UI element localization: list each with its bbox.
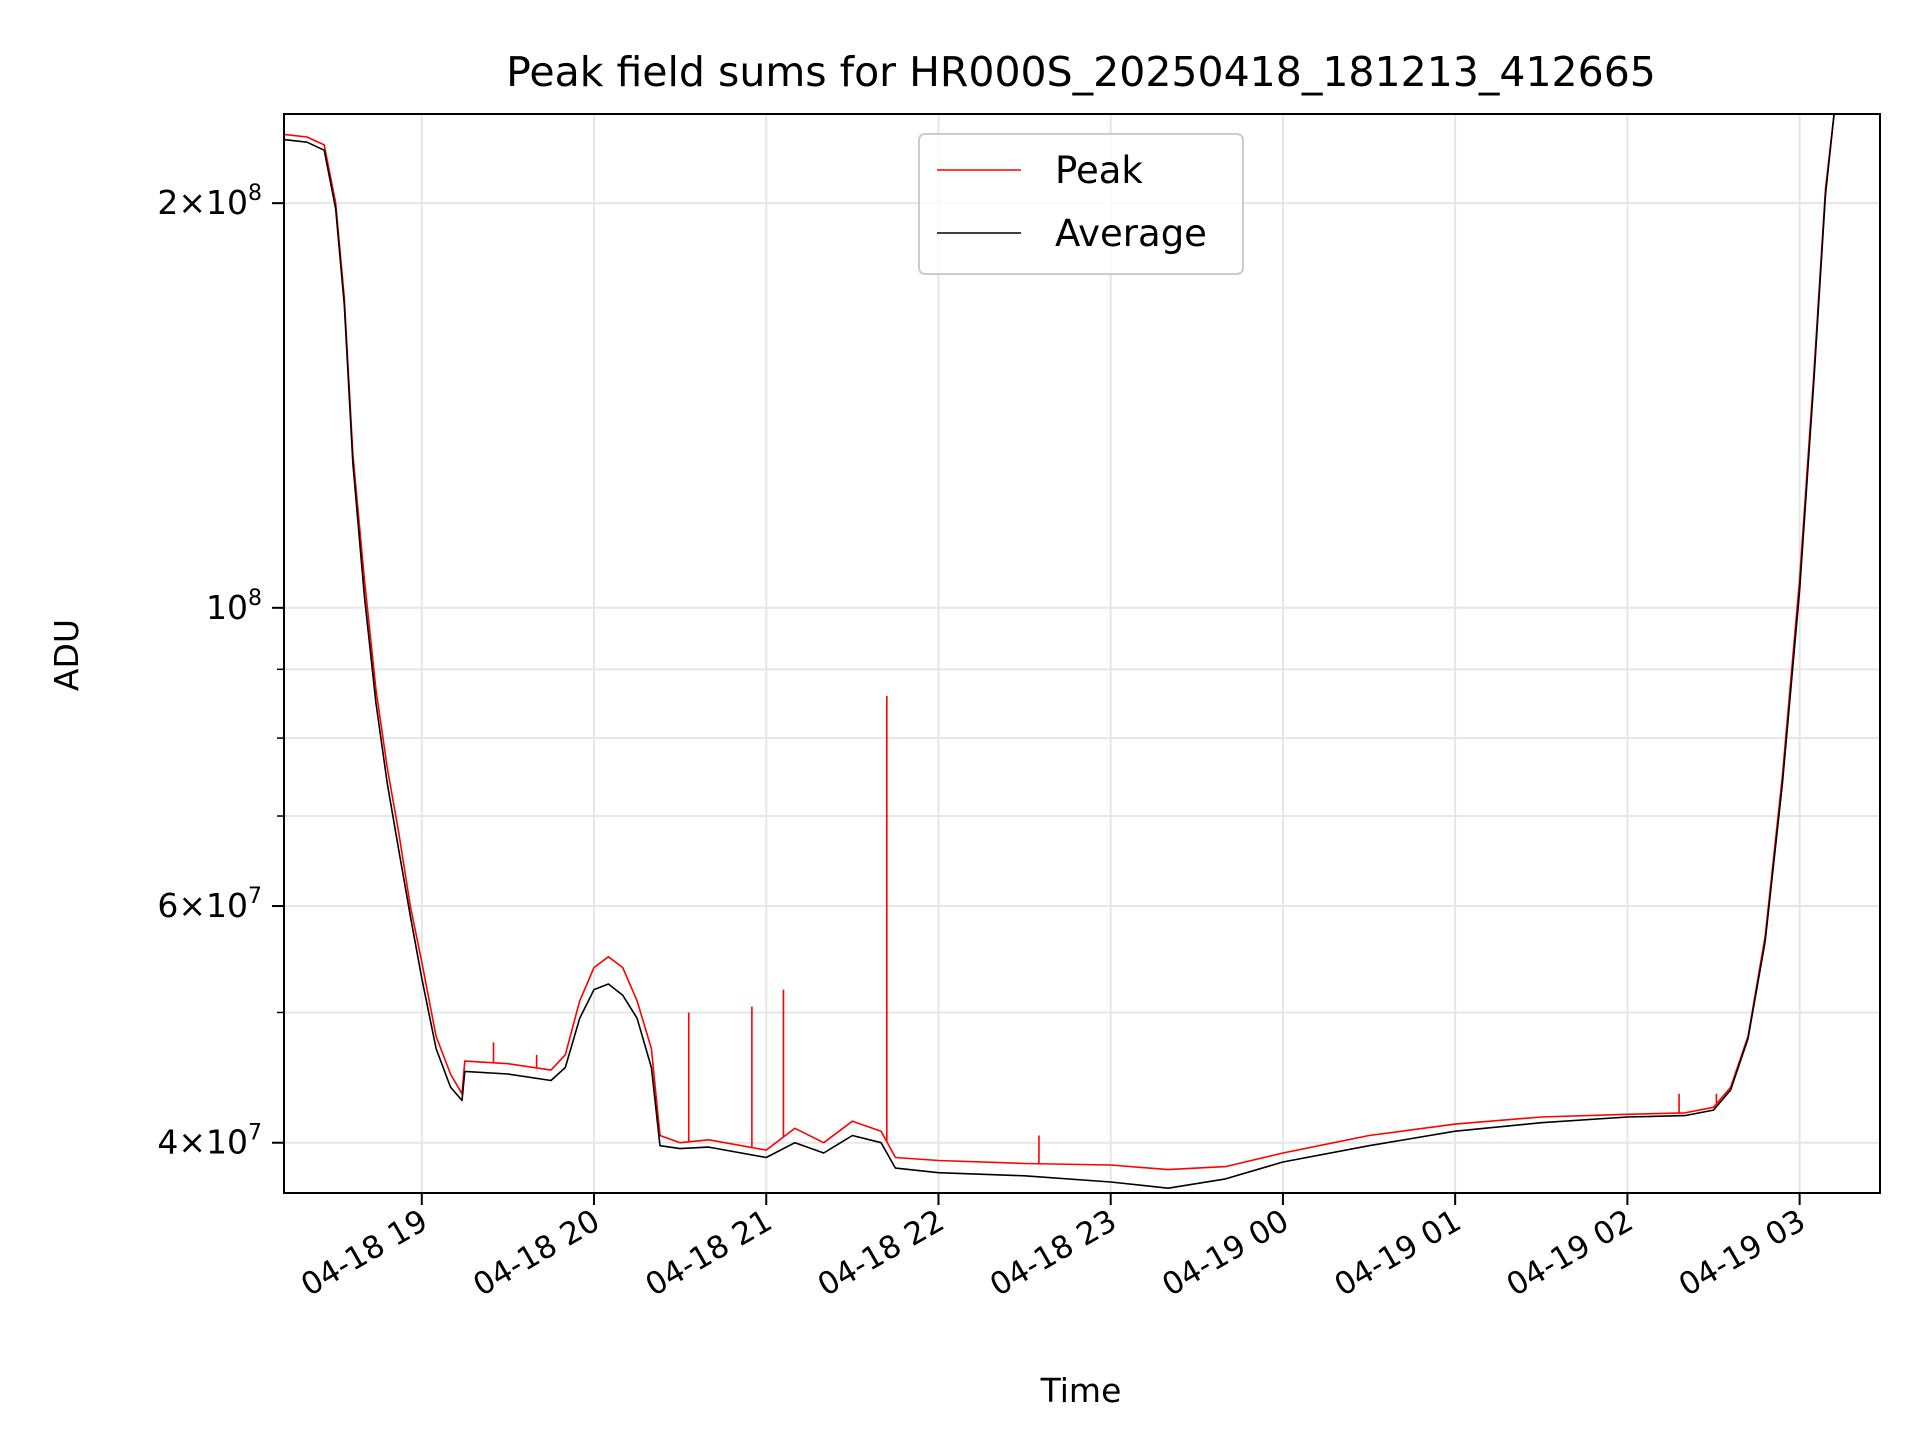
x-axis-label: Time: [1040, 1371, 1122, 1410]
y-tick-label: 4×107: [157, 1121, 262, 1162]
plot-area: [283, 113, 1835, 1189]
y-tick-label: 108: [206, 586, 262, 627]
y-axis-label: ADU: [47, 619, 86, 691]
legend: Peak Average: [918, 133, 1244, 275]
plot-frame: [283, 113, 1881, 1194]
legend-label-average: Average: [1055, 212, 1207, 255]
y-axis-ticks: 4×107 6×107 108 2×108: [157, 181, 284, 1162]
y-tick-label: 2×108: [157, 181, 262, 222]
legend-label-peak: Peak: [1055, 149, 1143, 192]
grid: [284, 114, 1880, 1193]
chart-title: Peak field sums for HR000S_20250418_1812…: [506, 48, 1656, 96]
y-tick-label: 6×107: [157, 884, 262, 925]
legend-frame: [918, 133, 1244, 275]
axes: Time ADU: [47, 619, 1121, 1410]
series-line-average: [283, 113, 1835, 1189]
series-line-peak: [283, 113, 1835, 1171]
